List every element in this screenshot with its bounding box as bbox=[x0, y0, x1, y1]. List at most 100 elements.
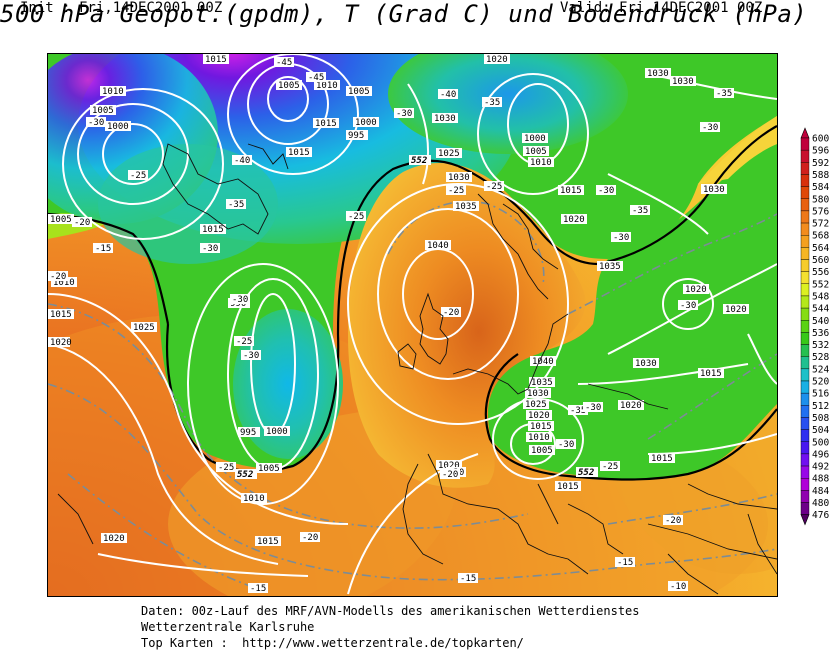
svg-text:-35: -35 bbox=[632, 206, 648, 216]
svg-text:1005: 1005 bbox=[531, 446, 553, 456]
pressure-label: 1020 bbox=[48, 337, 72, 348]
weather-map: 1015 1010 1005 1000 1005 1010 1015 1005 … bbox=[47, 53, 778, 597]
pressure-label: 1040 bbox=[530, 356, 556, 367]
svg-text:1015: 1015 bbox=[257, 537, 279, 547]
svg-text:-25: -25 bbox=[448, 186, 464, 196]
colorbar-level-label: 576 bbox=[812, 206, 829, 217]
pressure-label: 1030 bbox=[446, 172, 472, 183]
colorbar-swatch bbox=[800, 490, 810, 503]
svg-text:-30: -30 bbox=[202, 244, 218, 254]
colorbar-level-label: 532 bbox=[812, 340, 829, 351]
colorbar-swatch bbox=[800, 149, 810, 163]
colorbar-swatch bbox=[800, 174, 810, 187]
pressure-label: 1005 bbox=[529, 445, 555, 456]
pressure-label: 1015 bbox=[200, 224, 226, 235]
svg-text:1020: 1020 bbox=[725, 305, 747, 315]
pressure-label: 1015 bbox=[203, 54, 229, 65]
contour-552-east bbox=[484, 353, 777, 481]
colorbar-swatch bbox=[800, 453, 810, 467]
colorbar-cap-top bbox=[800, 127, 810, 139]
svg-text:-40: -40 bbox=[440, 90, 456, 100]
svg-text:-25: -25 bbox=[486, 182, 502, 192]
svg-text:-30: -30 bbox=[232, 295, 248, 305]
svg-text:-30: -30 bbox=[88, 118, 104, 128]
svg-text:1015: 1015 bbox=[288, 148, 310, 158]
pressure-label: 995 bbox=[346, 130, 368, 141]
colorbar-level-label: 492 bbox=[812, 462, 829, 473]
pressure-label: 1010 bbox=[314, 80, 340, 91]
temperature-label: -15 bbox=[248, 583, 268, 594]
temperature-label: -40 bbox=[438, 89, 458, 100]
temperature-label: -15 bbox=[615, 557, 635, 568]
svg-text:1005: 1005 bbox=[278, 81, 300, 91]
colorbar-level-label: 584 bbox=[812, 182, 829, 193]
svg-text:1030: 1030 bbox=[635, 359, 657, 369]
pressure-label: 1005 bbox=[256, 463, 282, 474]
pressure-label: 1020 bbox=[526, 410, 552, 421]
temperature-label: -20 bbox=[440, 469, 460, 480]
pressure-label: 1035 bbox=[453, 201, 479, 212]
svg-text:1005: 1005 bbox=[92, 106, 114, 116]
temperature-label: -20 bbox=[72, 217, 92, 228]
colorbar-level-label: 556 bbox=[812, 267, 829, 278]
temperature-label: -20 bbox=[663, 515, 683, 526]
footer-publisher: Wetterzentrale Karlsruhe bbox=[141, 620, 315, 634]
svg-text:-30: -30 bbox=[613, 233, 629, 243]
svg-text:1015: 1015 bbox=[205, 55, 227, 65]
colorbar-swatch bbox=[800, 344, 810, 357]
temperature-label: -15 bbox=[93, 243, 113, 254]
colorbar-swatch bbox=[800, 320, 810, 333]
temperature-label: -40 bbox=[232, 155, 252, 166]
temperature-labels: -45 -45 -40 -35 -30 -30 -25 -20 -15 -30 … bbox=[48, 57, 734, 594]
svg-text:-35: -35 bbox=[228, 200, 244, 210]
svg-text:1015: 1015 bbox=[557, 482, 579, 492]
pressure-label: 995 bbox=[238, 427, 260, 438]
svg-text:-30: -30 bbox=[243, 351, 259, 361]
svg-text:1015: 1015 bbox=[202, 225, 224, 235]
colorbar-swatch bbox=[800, 478, 810, 491]
colorbar-level-label: 528 bbox=[812, 352, 829, 363]
svg-text:-20: -20 bbox=[665, 516, 681, 526]
temperature-label: -30 bbox=[611, 232, 631, 243]
colorbar-level-label: 476 bbox=[812, 510, 829, 521]
svg-text:1035: 1035 bbox=[599, 262, 621, 272]
pressure-label: 1020 bbox=[484, 54, 510, 65]
colorbar-swatch bbox=[800, 380, 810, 394]
svg-text:1010: 1010 bbox=[243, 494, 265, 504]
svg-text:-40: -40 bbox=[234, 156, 250, 166]
temperature-label: -35 bbox=[568, 405, 588, 416]
pressure-label: 1030 bbox=[432, 113, 458, 124]
pressure-label: 1000 bbox=[105, 121, 131, 132]
colorbar-level-label: 488 bbox=[812, 474, 829, 485]
svg-text:1025: 1025 bbox=[438, 149, 460, 159]
svg-text:1030: 1030 bbox=[647, 69, 669, 79]
colorbar-swatch bbox=[800, 356, 810, 370]
svg-text:552: 552 bbox=[411, 156, 427, 166]
pressure-label: 1005 bbox=[276, 80, 302, 91]
svg-text:1020: 1020 bbox=[486, 55, 508, 65]
temperature-label: -25 bbox=[216, 462, 236, 473]
svg-text:-30: -30 bbox=[598, 186, 614, 196]
svg-text:-20: -20 bbox=[50, 272, 66, 282]
svg-text:-15: -15 bbox=[460, 574, 476, 584]
colorbar-swatch bbox=[800, 210, 810, 224]
pressure-label: 1020 bbox=[683, 284, 709, 295]
pressure-label: 1025 bbox=[436, 148, 462, 159]
svg-text:552: 552 bbox=[237, 470, 253, 480]
temperature-label: -20 bbox=[300, 532, 320, 543]
colorbar-swatch bbox=[800, 222, 810, 236]
svg-text:-25: -25 bbox=[130, 171, 146, 181]
map-title: 500 hPa Geopot.(gpdm), T (Grad C) und Bo… bbox=[0, 0, 808, 28]
svg-text:1020: 1020 bbox=[103, 534, 125, 544]
svg-text:1015: 1015 bbox=[530, 422, 552, 432]
temperature-label: -20 bbox=[48, 271, 68, 282]
svg-text:1035: 1035 bbox=[455, 202, 477, 212]
svg-text:1040: 1040 bbox=[427, 241, 449, 251]
colorbar-level-label: 544 bbox=[812, 304, 829, 315]
svg-text:1000: 1000 bbox=[107, 122, 129, 132]
temperature-label: -30 bbox=[700, 122, 720, 133]
contour-552-west bbox=[165, 159, 459, 473]
pressure-label: 1015 bbox=[649, 453, 675, 464]
pressure-label: 1005 bbox=[523, 146, 549, 157]
colorbar-swatch bbox=[800, 332, 810, 345]
